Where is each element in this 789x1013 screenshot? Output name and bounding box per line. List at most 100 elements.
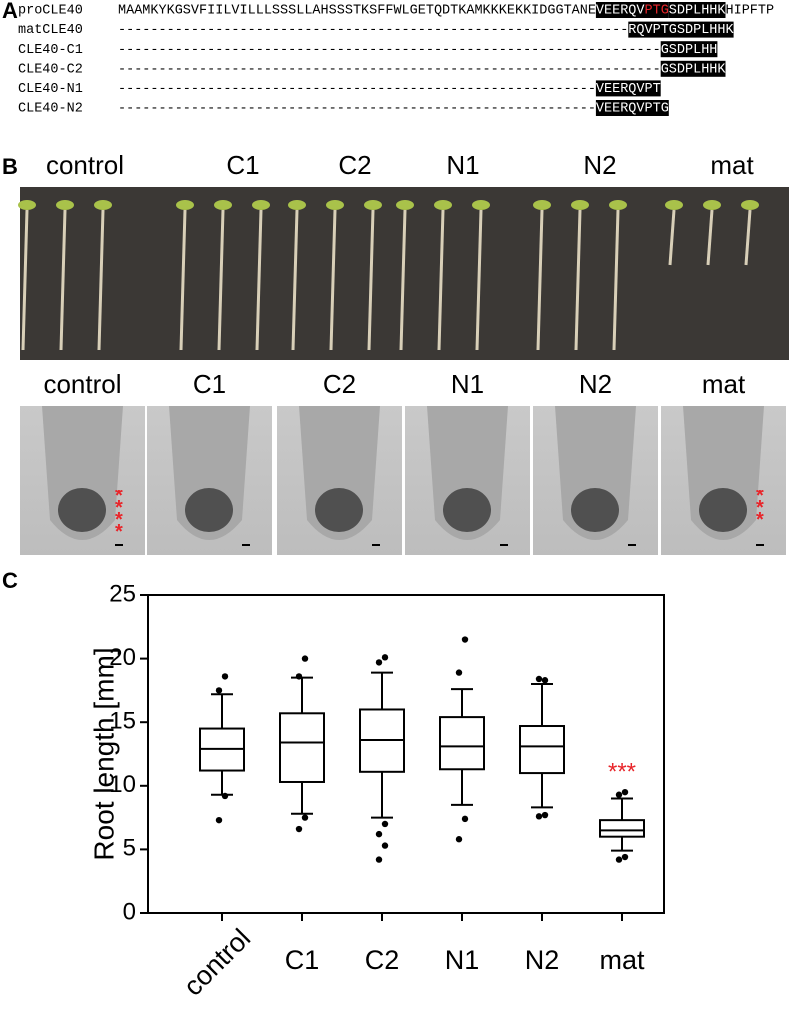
sequence-name: CLE40-C1 (18, 43, 83, 58)
y-tick-label: 10 (109, 771, 136, 798)
outlier (615, 791, 623, 798)
cotyledon (288, 200, 306, 210)
sequence-segment: PTG (645, 4, 669, 19)
outlier (375, 856, 383, 863)
cotyledon (665, 200, 683, 210)
outlier (301, 655, 309, 662)
x-tick-label: C2 (365, 945, 400, 975)
cotyledon (252, 200, 270, 210)
sequence-segment: ----------------------------------------… (118, 62, 661, 77)
y-axis-label: Root length [mm] (88, 647, 119, 860)
seedling-label: N2 (583, 150, 616, 180)
sequence-name: CLE40-C2 (18, 62, 83, 77)
sequence-segment: GSDPLHHK (661, 62, 727, 77)
seedling-label: control (46, 150, 124, 180)
x-tick-label: C1 (285, 945, 320, 975)
sequence-segment: MAAMKYKGSVFIILVILLLSSSLLAHSSSTKSFFWLGETQ… (118, 4, 596, 19)
outlier (221, 673, 229, 680)
seedling-label: mat (710, 150, 754, 180)
sequence-name: proCLE40 (18, 4, 83, 19)
cotyledon (18, 200, 36, 210)
outlier (295, 825, 303, 833)
seedling (399, 209, 407, 351)
root-tip-label: control (43, 369, 121, 399)
highlight-box (660, 41, 718, 58)
x-tick-label: N1 (445, 945, 480, 975)
outlier (461, 636, 469, 643)
root-tip-mark: **** (115, 490, 123, 543)
outlier (541, 677, 549, 684)
cotyledon (364, 200, 382, 210)
sequence-name: matCLE40 (18, 23, 83, 38)
seedling (367, 209, 375, 351)
outlier (215, 816, 223, 824)
highlight-box (644, 2, 669, 18)
seedling (179, 209, 187, 351)
root-tip-label: C2 (323, 369, 356, 399)
panel-label: C (2, 568, 18, 593)
outlier (301, 814, 309, 821)
sequence-name: CLE40-N1 (18, 82, 83, 97)
seedling (574, 209, 582, 351)
highlight-box (595, 80, 661, 97)
annotation: *** (608, 759, 636, 786)
root-tip-label: N1 (451, 369, 484, 399)
sequence-segment: HIPFTP (726, 4, 775, 19)
root-meristem (699, 488, 747, 532)
sequence-segment: ----------------------------------------… (118, 82, 596, 97)
seedling (21, 209, 29, 351)
plot-frame (147, 594, 665, 914)
seedling-label: N1 (446, 150, 479, 180)
sequence-name: CLE40-N2 (18, 102, 83, 117)
sequence-segment: RQVPTGSDPLHHK (628, 23, 734, 38)
root-meristem (185, 488, 233, 532)
seedling (255, 209, 263, 351)
outlier (621, 788, 629, 796)
root-meristem (315, 488, 363, 532)
seedling-label: C2 (338, 150, 371, 180)
outlier (215, 687, 223, 694)
root-tip-mark: *** (756, 490, 764, 531)
seedling (291, 209, 299, 351)
highlight-box (595, 2, 645, 18)
cotyledon (571, 200, 589, 210)
cotyledon (533, 200, 551, 210)
outlier (455, 669, 463, 676)
y-tick-label: 0 (123, 898, 136, 925)
outlier (621, 853, 629, 861)
root-meristem (58, 488, 106, 532)
cotyledon (741, 200, 759, 210)
root-tip-label: N2 (579, 369, 612, 399)
highlight-box (628, 21, 734, 38)
sequence-segment: SDPLHHK (669, 4, 727, 19)
root-tip-label: C1 (193, 369, 226, 399)
seedling (59, 209, 67, 351)
seedling (437, 209, 445, 351)
y-tick-label: 5 (123, 835, 136, 862)
sequence-segment: ----------------------------------------… (118, 102, 596, 117)
cotyledon (472, 200, 490, 210)
outlier (455, 836, 463, 843)
outlier (461, 815, 469, 823)
outlier (221, 792, 229, 800)
outlier (615, 856, 623, 863)
cotyledon (703, 200, 721, 210)
sequence-segment: VEERQV (596, 4, 646, 19)
seedling (217, 209, 225, 351)
root-meristem (443, 488, 491, 532)
sequence-segment: VEERQVPT (596, 82, 661, 97)
highlight-box (660, 60, 726, 77)
y-tick-label: 20 (109, 644, 136, 671)
seedling (744, 209, 752, 266)
outlier (381, 842, 389, 849)
x-tick-label: N2 (525, 945, 560, 975)
seedling (668, 209, 676, 266)
root-tip-label: mat (702, 369, 746, 399)
seedling (97, 209, 105, 351)
sequence-segment: ----------------------------------------… (118, 23, 628, 38)
box (439, 716, 485, 771)
seedling (706, 209, 714, 266)
panel-label: A (2, 0, 18, 23)
root-meristem (571, 488, 619, 532)
